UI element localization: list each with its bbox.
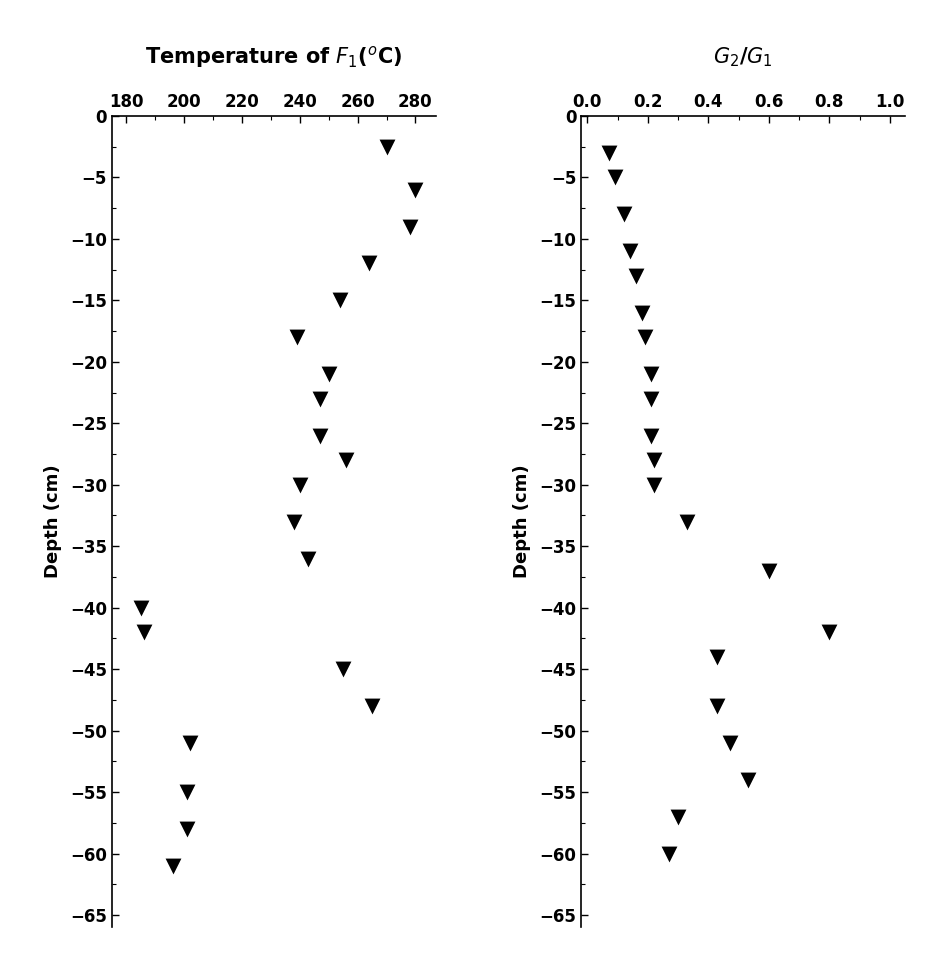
Point — [289, 329, 304, 345]
Title: Temperature of $F_1$($^o$C): Temperature of $F_1$($^o$C) — [146, 43, 402, 70]
Point — [301, 551, 316, 566]
Point — [628, 268, 643, 283]
Point — [647, 477, 661, 493]
Point — [165, 858, 180, 873]
Point — [822, 625, 837, 640]
Point — [647, 452, 661, 468]
Y-axis label: Depth (cm): Depth (cm) — [513, 465, 531, 579]
Title: $G_2$/$G_1$: $G_2$/$G_1$ — [714, 45, 773, 69]
Point — [336, 662, 351, 677]
Point — [740, 772, 755, 787]
Point — [339, 452, 354, 468]
Point — [292, 477, 307, 493]
Point — [136, 625, 151, 640]
Point — [601, 145, 616, 160]
Point — [365, 698, 380, 714]
Point — [362, 256, 377, 271]
Point — [671, 809, 686, 824]
Point — [710, 649, 725, 665]
Point — [321, 366, 336, 382]
Y-axis label: Depth (cm): Depth (cm) — [44, 465, 62, 579]
Point — [379, 139, 394, 155]
Point — [408, 182, 423, 197]
Point — [634, 305, 649, 321]
Point — [607, 170, 622, 185]
Point — [761, 563, 776, 579]
Point — [333, 293, 348, 308]
Point — [286, 514, 301, 529]
Point — [180, 821, 195, 837]
Point — [644, 428, 659, 443]
Point — [313, 428, 327, 443]
Point — [183, 735, 198, 751]
Point — [402, 219, 417, 235]
Point — [644, 391, 659, 407]
Point — [644, 366, 659, 382]
Point — [616, 207, 631, 222]
Point — [622, 243, 637, 259]
Point — [180, 784, 195, 800]
Point — [313, 391, 327, 407]
Point — [661, 846, 676, 862]
Point — [722, 735, 737, 751]
Point — [680, 514, 695, 529]
Point — [637, 329, 652, 345]
Point — [710, 698, 725, 714]
Point — [133, 600, 148, 615]
